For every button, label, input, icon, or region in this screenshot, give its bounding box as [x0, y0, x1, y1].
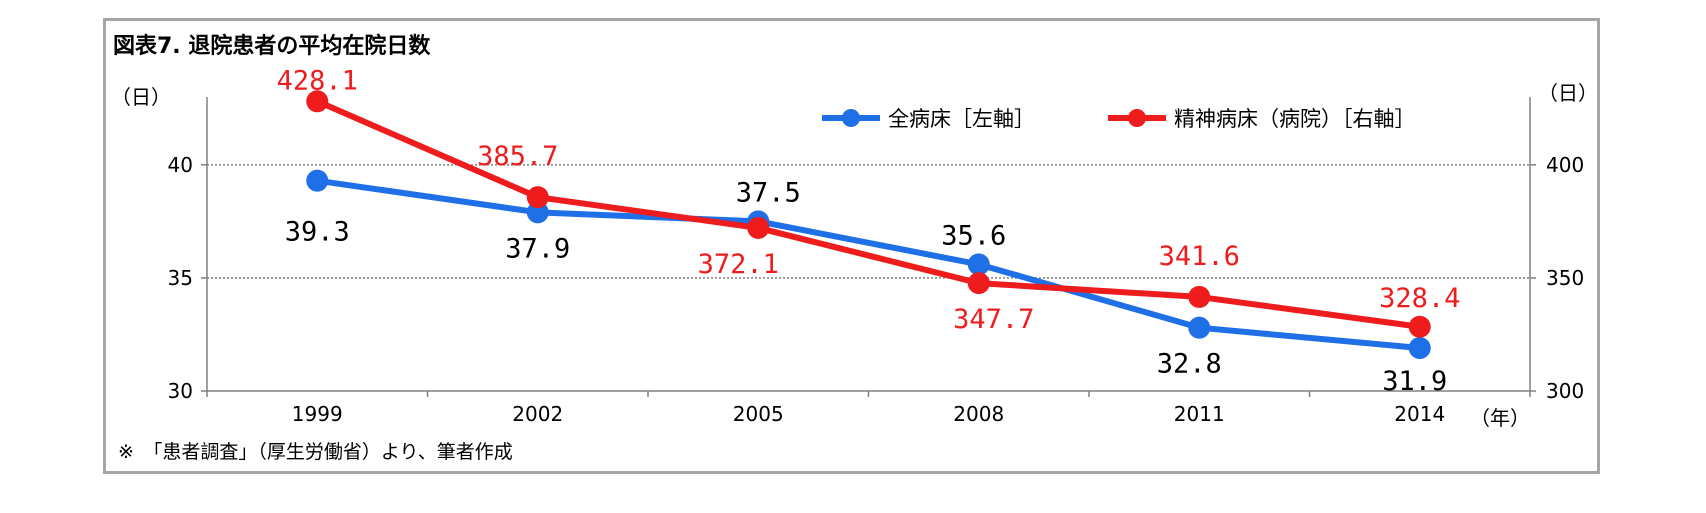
data-point [1408, 315, 1431, 338]
series-line-all-beds [316, 177, 1421, 352]
data-point [1408, 337, 1431, 360]
left-tick-label: 40 [168, 153, 193, 177]
data-point [526, 186, 549, 209]
chart-frame [103, 18, 1600, 474]
data-label: 372.1 [698, 249, 779, 280]
data-label: 31.9 [1382, 366, 1447, 397]
right-tick-label: 300 [1546, 379, 1584, 403]
data-label: 428.1 [277, 65, 358, 96]
data-label: 37.5 [736, 177, 801, 208]
data-point [1188, 285, 1211, 308]
tick-labels: 30 35 40 300 350 400 1999 2002 2005 2008 2011 2014 [168, 153, 1585, 426]
data-label: 385.7 [477, 141, 558, 172]
x-tick-label: 2005 [733, 402, 784, 426]
x-axis-unit: （年） [1470, 406, 1530, 430]
series [306, 90, 1431, 360]
left-tick-label: 30 [168, 379, 193, 403]
chart-title: 図表7. 退院患者の平均在院日数 [113, 33, 431, 59]
grid-lines [207, 164, 1530, 279]
data-label: 39.3 [285, 217, 350, 248]
left-tick-label: 35 [168, 266, 193, 290]
right-tick-label: 400 [1546, 153, 1584, 177]
data-point [967, 272, 990, 295]
data-point [747, 216, 770, 239]
data-label: 341.6 [1159, 241, 1240, 272]
x-tick-label: 2008 [953, 402, 1004, 426]
data-label: 328.4 [1379, 283, 1460, 314]
data-point [526, 201, 549, 224]
data-point [967, 253, 990, 276]
right-tick-label: 350 [1546, 266, 1584, 290]
legend-marker-all-beds [842, 109, 860, 127]
right-axis-unit: （日） [1538, 81, 1598, 105]
data-label: 347.7 [953, 304, 1034, 335]
x-tick-label: 2014 [1394, 402, 1445, 426]
legend-label-psychiatric-beds: 精神病床（病院）［右軸］ [1174, 107, 1416, 131]
x-tick-label: 1999 [292, 402, 343, 426]
data-label: 35.6 [941, 220, 1006, 251]
data-point [306, 90, 329, 113]
data-labels: 39.3 37.9 37.5 35.6 32.8 31.9 428.1 385.7 372.1 3… [277, 65, 1461, 397]
data-label: 32.8 [1157, 349, 1222, 380]
axes [201, 97, 1536, 397]
data-label: 37.9 [505, 233, 570, 264]
source-note: ※ 「患者調査」（厚生労働省）より、筆者作成 [118, 441, 513, 463]
series-line-psychiatric-beds [316, 98, 1421, 330]
legend: 全病床［左軸］ 精神病床（病院）［右軸］ [822, 107, 1416, 131]
legend-marker-psychiatric-beds [1128, 109, 1146, 127]
x-tick-label: 2002 [512, 402, 563, 426]
legend-label-all-beds: 全病床［左軸］ [888, 107, 1035, 131]
data-point [306, 169, 329, 192]
data-point [1188, 316, 1211, 339]
left-axis-unit: （日） [111, 85, 171, 109]
x-tick-label: 2011 [1174, 402, 1225, 426]
